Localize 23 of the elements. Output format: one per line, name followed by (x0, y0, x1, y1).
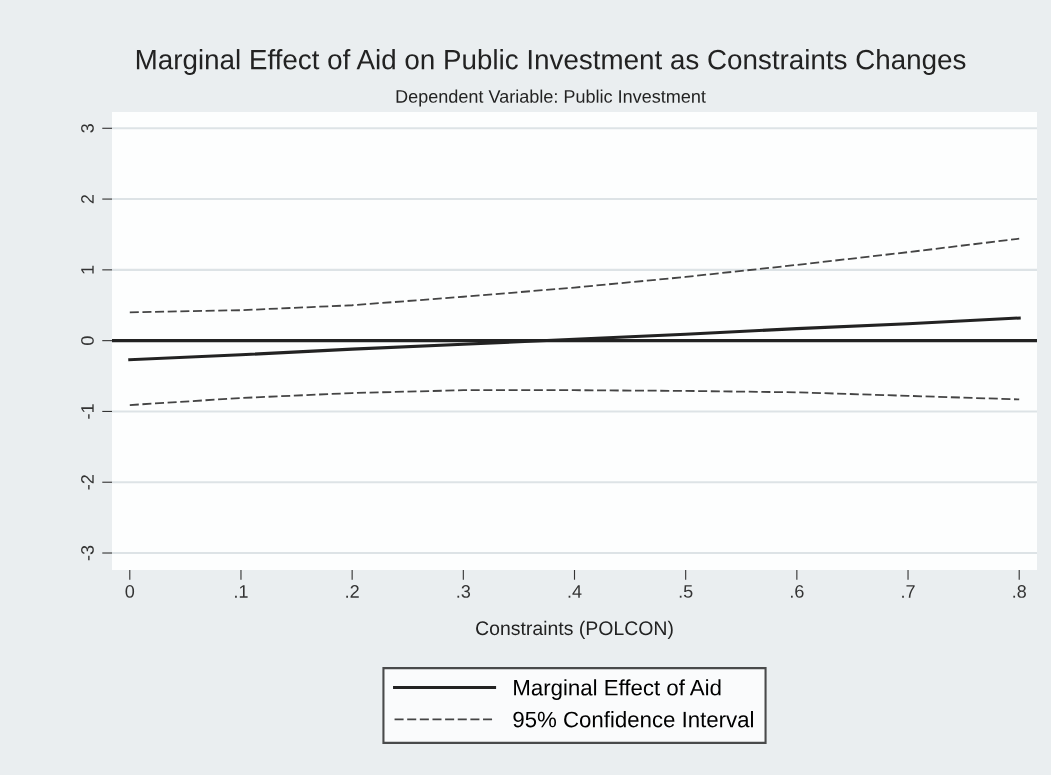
line-series (128, 237, 1021, 314)
x-tick-label: .4 (568, 585, 582, 598)
y-tick-label: 2 (81, 194, 94, 204)
y-tick-label: -3 (81, 545, 94, 561)
x-tick-label: .3 (457, 585, 471, 598)
y-tick-label: 0 (81, 336, 94, 345)
x-tick-label: .8 (1013, 585, 1026, 598)
line-series (128, 389, 1021, 406)
chart-subtitle: Dependent Variable: Public Investment (396, 89, 706, 107)
x-tick-label: .5 (679, 585, 693, 598)
y-tick-label: -1 (81, 404, 94, 419)
legend-label: Marginal Effect of Aid (514, 679, 721, 700)
x-axis-title: Constraints (POLCON) (476, 620, 673, 639)
x-tick-label: .6 (790, 585, 804, 598)
x-tick-label: .2 (346, 585, 359, 598)
legend-label: 95% Confidence Interval (513, 711, 753, 728)
chart-title: Marginal Effect of Aid on Public Investment as Constraints Changes (136, 49, 966, 75)
x-tick-label: .7 (902, 585, 915, 598)
x-tick-label: .1 (235, 585, 248, 598)
y-tick-label: -2 (81, 475, 94, 490)
y-tick-label: 1 (81, 265, 94, 274)
x-tick-label: 0 (125, 585, 135, 598)
y-tick-label: 3 (81, 124, 94, 133)
